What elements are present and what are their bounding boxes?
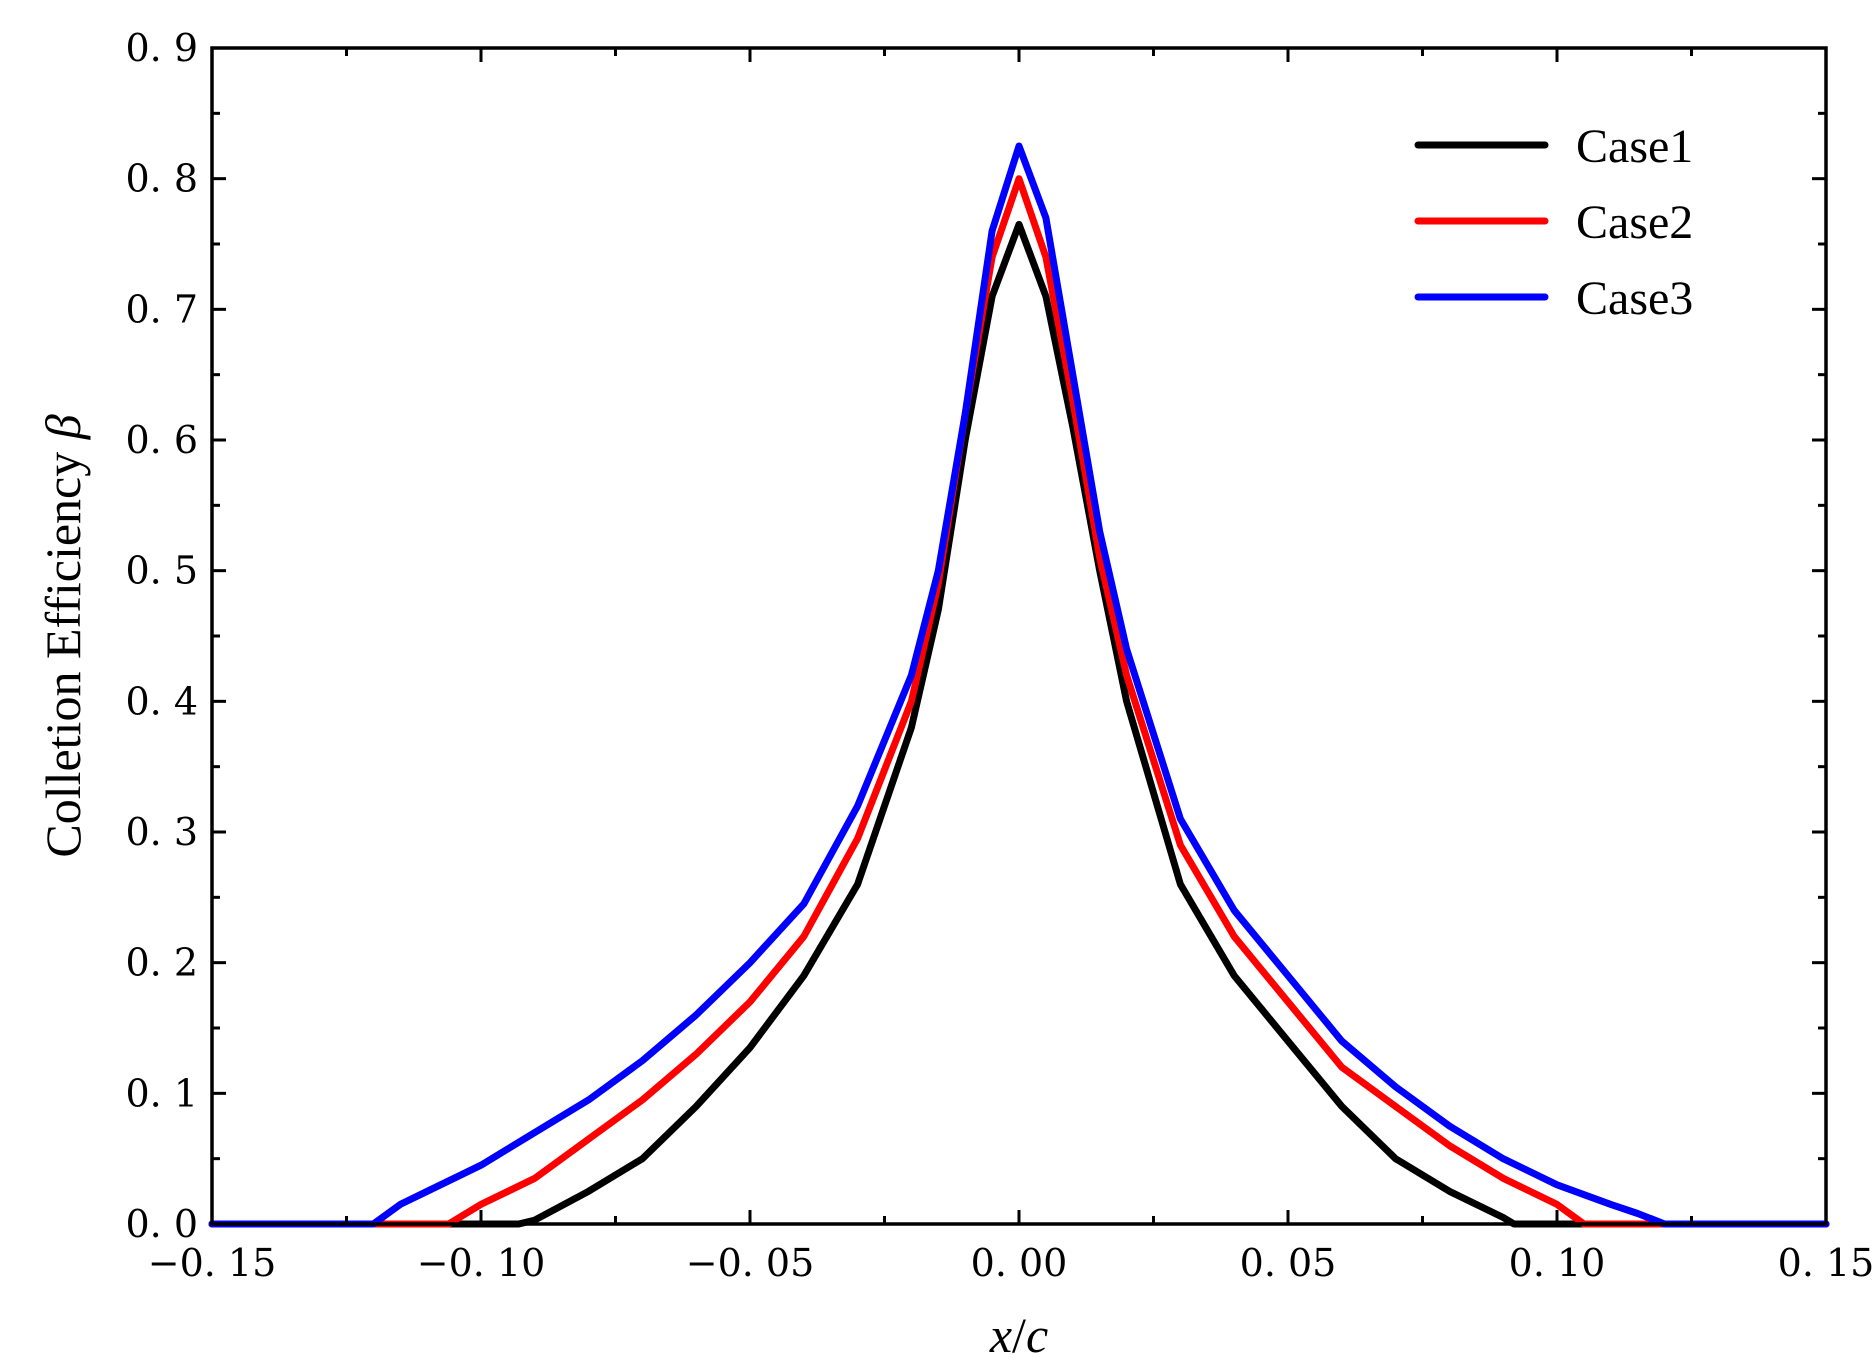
x-axis-title: x/c [989, 1307, 1048, 1363]
ticks-layer [210, 46, 1828, 1226]
x-tick-label: −0. 05 [686, 1241, 815, 1285]
x-axis-title-slash: / [1012, 1307, 1026, 1363]
y-tick-label: 0. 3 [125, 810, 198, 854]
y-axis-title-symbol: β [35, 414, 91, 440]
x-axis-title-c: c [1026, 1307, 1048, 1363]
legend: Case1 Case2 Case3 [1414, 120, 1693, 325]
y-axis-title: Colletion Efficiency β [35, 414, 91, 857]
y-tick-label: 0. 7 [125, 287, 198, 331]
x-tick-label: 0. 15 [1778, 1241, 1875, 1285]
x-tick-label: 0. 10 [1509, 1241, 1606, 1285]
series-line-case1 [208, 220, 1830, 1228]
y-tick-label: 0. 1 [125, 1071, 198, 1115]
x-axis-title-x: x [989, 1307, 1012, 1363]
series-line-case3 [208, 142, 1830, 1228]
legend-label-case3: Case3 [1576, 272, 1693, 325]
y-tick-label: 0. 9 [125, 26, 198, 70]
x-tick-label: 0. 00 [971, 1241, 1068, 1285]
y-tick-label: 0. 4 [125, 679, 198, 723]
y-tick-label: 0. 5 [125, 549, 198, 593]
x-tick-label: −0. 15 [148, 1241, 277, 1285]
y-tick-label: 0. 8 [125, 157, 198, 201]
series-layer [208, 142, 1830, 1228]
legend-label-case2: Case2 [1576, 196, 1693, 249]
y-axis-title-text: Colletion Efficiency [35, 439, 91, 857]
y-tick-label: 0. 0 [125, 1202, 198, 1246]
legend-label-case1: Case1 [1576, 120, 1693, 173]
y-tick-label: 0. 2 [125, 941, 198, 985]
x-tick-label: 0. 05 [1240, 1241, 1337, 1285]
series-line-case2 [208, 175, 1830, 1228]
y-tick-label: 0. 6 [125, 418, 198, 462]
tick-labels-layer: −0. 15 −0. 10 −0. 05 0. 00 0. 05 0. 10 0. 15 0.… [125, 26, 1874, 1285]
x-tick-label: −0. 10 [417, 1241, 546, 1285]
